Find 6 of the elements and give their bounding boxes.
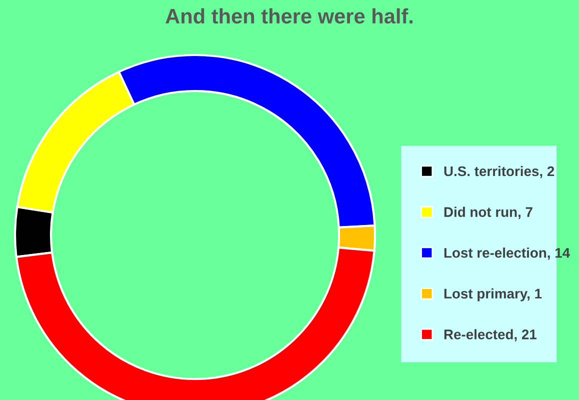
legend-label: Did not run, 7 xyxy=(444,206,532,219)
chart-title: And then there were half. xyxy=(166,8,413,24)
legend-label: Lost re-election, 14 xyxy=(444,248,570,260)
legend-label: Re-elected, 21 xyxy=(444,329,537,342)
legend-label: Lost primary, 1 xyxy=(444,288,542,302)
legend-label: U.S. territories, 2 xyxy=(444,166,554,178)
